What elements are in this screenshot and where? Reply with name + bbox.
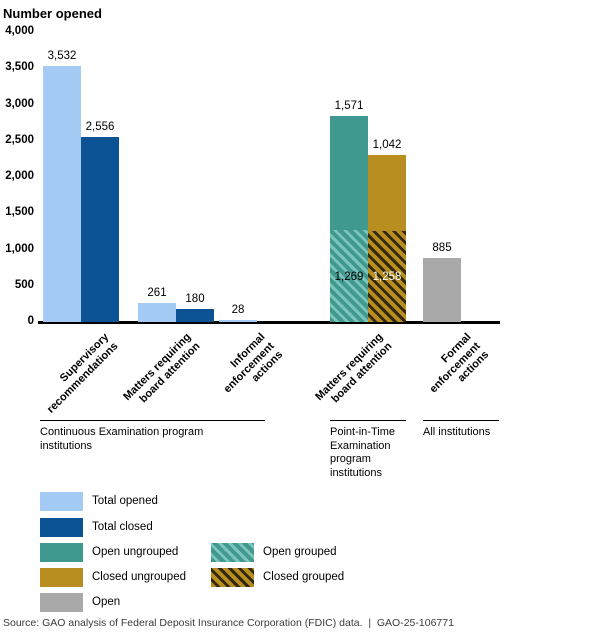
legend-swatch-open-grouped — [211, 543, 254, 562]
y-axis-tick-label: 1,500 — [5, 206, 34, 219]
group-label: All institutions — [423, 426, 491, 438]
legend-label-closed-grouped: Closed grouped — [263, 571, 345, 583]
bar-closed-grouped — [368, 230, 406, 322]
bar-open-grouped — [330, 229, 368, 322]
legend-swatch-open-ungrouped — [40, 543, 83, 562]
source-note: Source: GAO analysis of Federal Deposit … — [3, 617, 454, 629]
bar-value-label: 2,556 — [85, 120, 115, 133]
legend-swatch-closed-grouped — [211, 568, 254, 587]
legend-swatch-total-opened — [40, 492, 83, 511]
legend-label-open-grouped: Open grouped — [263, 546, 337, 558]
y-axis-tick-label: 1,000 — [5, 242, 34, 255]
bar-value-label: 3,532 — [47, 49, 77, 62]
legend-swatch-open — [40, 593, 83, 612]
bar-inner-value-label: 1,258 — [372, 271, 402, 283]
group-label: Continuous Examination program instituti… — [40, 426, 204, 452]
x-axis-category-label: Matters requiring board attention — [313, 331, 395, 405]
legend-label-total-closed: Total closed — [92, 521, 153, 533]
legend-label-open-ungrouped: Open ungrouped — [92, 546, 179, 558]
legend-swatch-total-closed — [40, 518, 83, 537]
x-axis-category-label: Supervisory recommendations — [44, 331, 121, 416]
bar-total-opened — [43, 65, 81, 322]
group-divider-line — [423, 420, 499, 421]
legend-label-closed-ungrouped: Closed ungrouped — [92, 571, 186, 583]
chart-title: Number opened — [3, 6, 102, 21]
bar-value-label: 885 — [432, 241, 452, 254]
bar-value-label: 1,042 — [372, 139, 402, 152]
group-divider-line — [40, 420, 265, 421]
bar-value-label: 28 — [231, 303, 245, 316]
bar-value-label: 180 — [185, 292, 205, 305]
bar-value-label: 261 — [147, 287, 167, 300]
group-label: Point-in-Time Examination program instit… — [330, 426, 395, 479]
y-axis-tick-label: 3,500 — [5, 61, 34, 74]
x-axis-line — [38, 321, 500, 324]
legend-label-open: Open — [92, 596, 121, 608]
bar-total-opened — [138, 303, 176, 322]
x-axis-category-label: Informal enforcement actions — [221, 331, 286, 396]
y-axis-tick-label: 4,000 — [5, 25, 34, 37]
bar-total-closed — [176, 308, 214, 322]
bar-closed-ungrouped — [368, 155, 406, 231]
y-axis-tick-label: 500 — [14, 278, 34, 291]
legend-swatch-closed-ungrouped — [40, 568, 83, 587]
bar-inner-value-label: 1,269 — [334, 271, 364, 283]
y-axis-tick-label: 2,000 — [5, 170, 34, 182]
group-divider-line — [330, 420, 406, 421]
bar-total-opened — [219, 319, 257, 322]
legend-label-total-opened: Total opened — [92, 495, 158, 507]
x-axis-category-label: Formal enforcement actions — [427, 331, 492, 396]
bar-value-label: 1,571 — [334, 100, 364, 113]
y-axis-tick-label: 3,000 — [5, 97, 34, 110]
bar-open-ungrouped — [330, 116, 368, 230]
y-axis-tick-label: 2,500 — [5, 133, 34, 146]
y-axis-tick-label: 0 — [27, 315, 34, 327]
bar-total-closed — [81, 136, 119, 322]
x-axis-category-label: Matters requiring board attention — [121, 331, 203, 405]
bar-open — [423, 257, 461, 322]
